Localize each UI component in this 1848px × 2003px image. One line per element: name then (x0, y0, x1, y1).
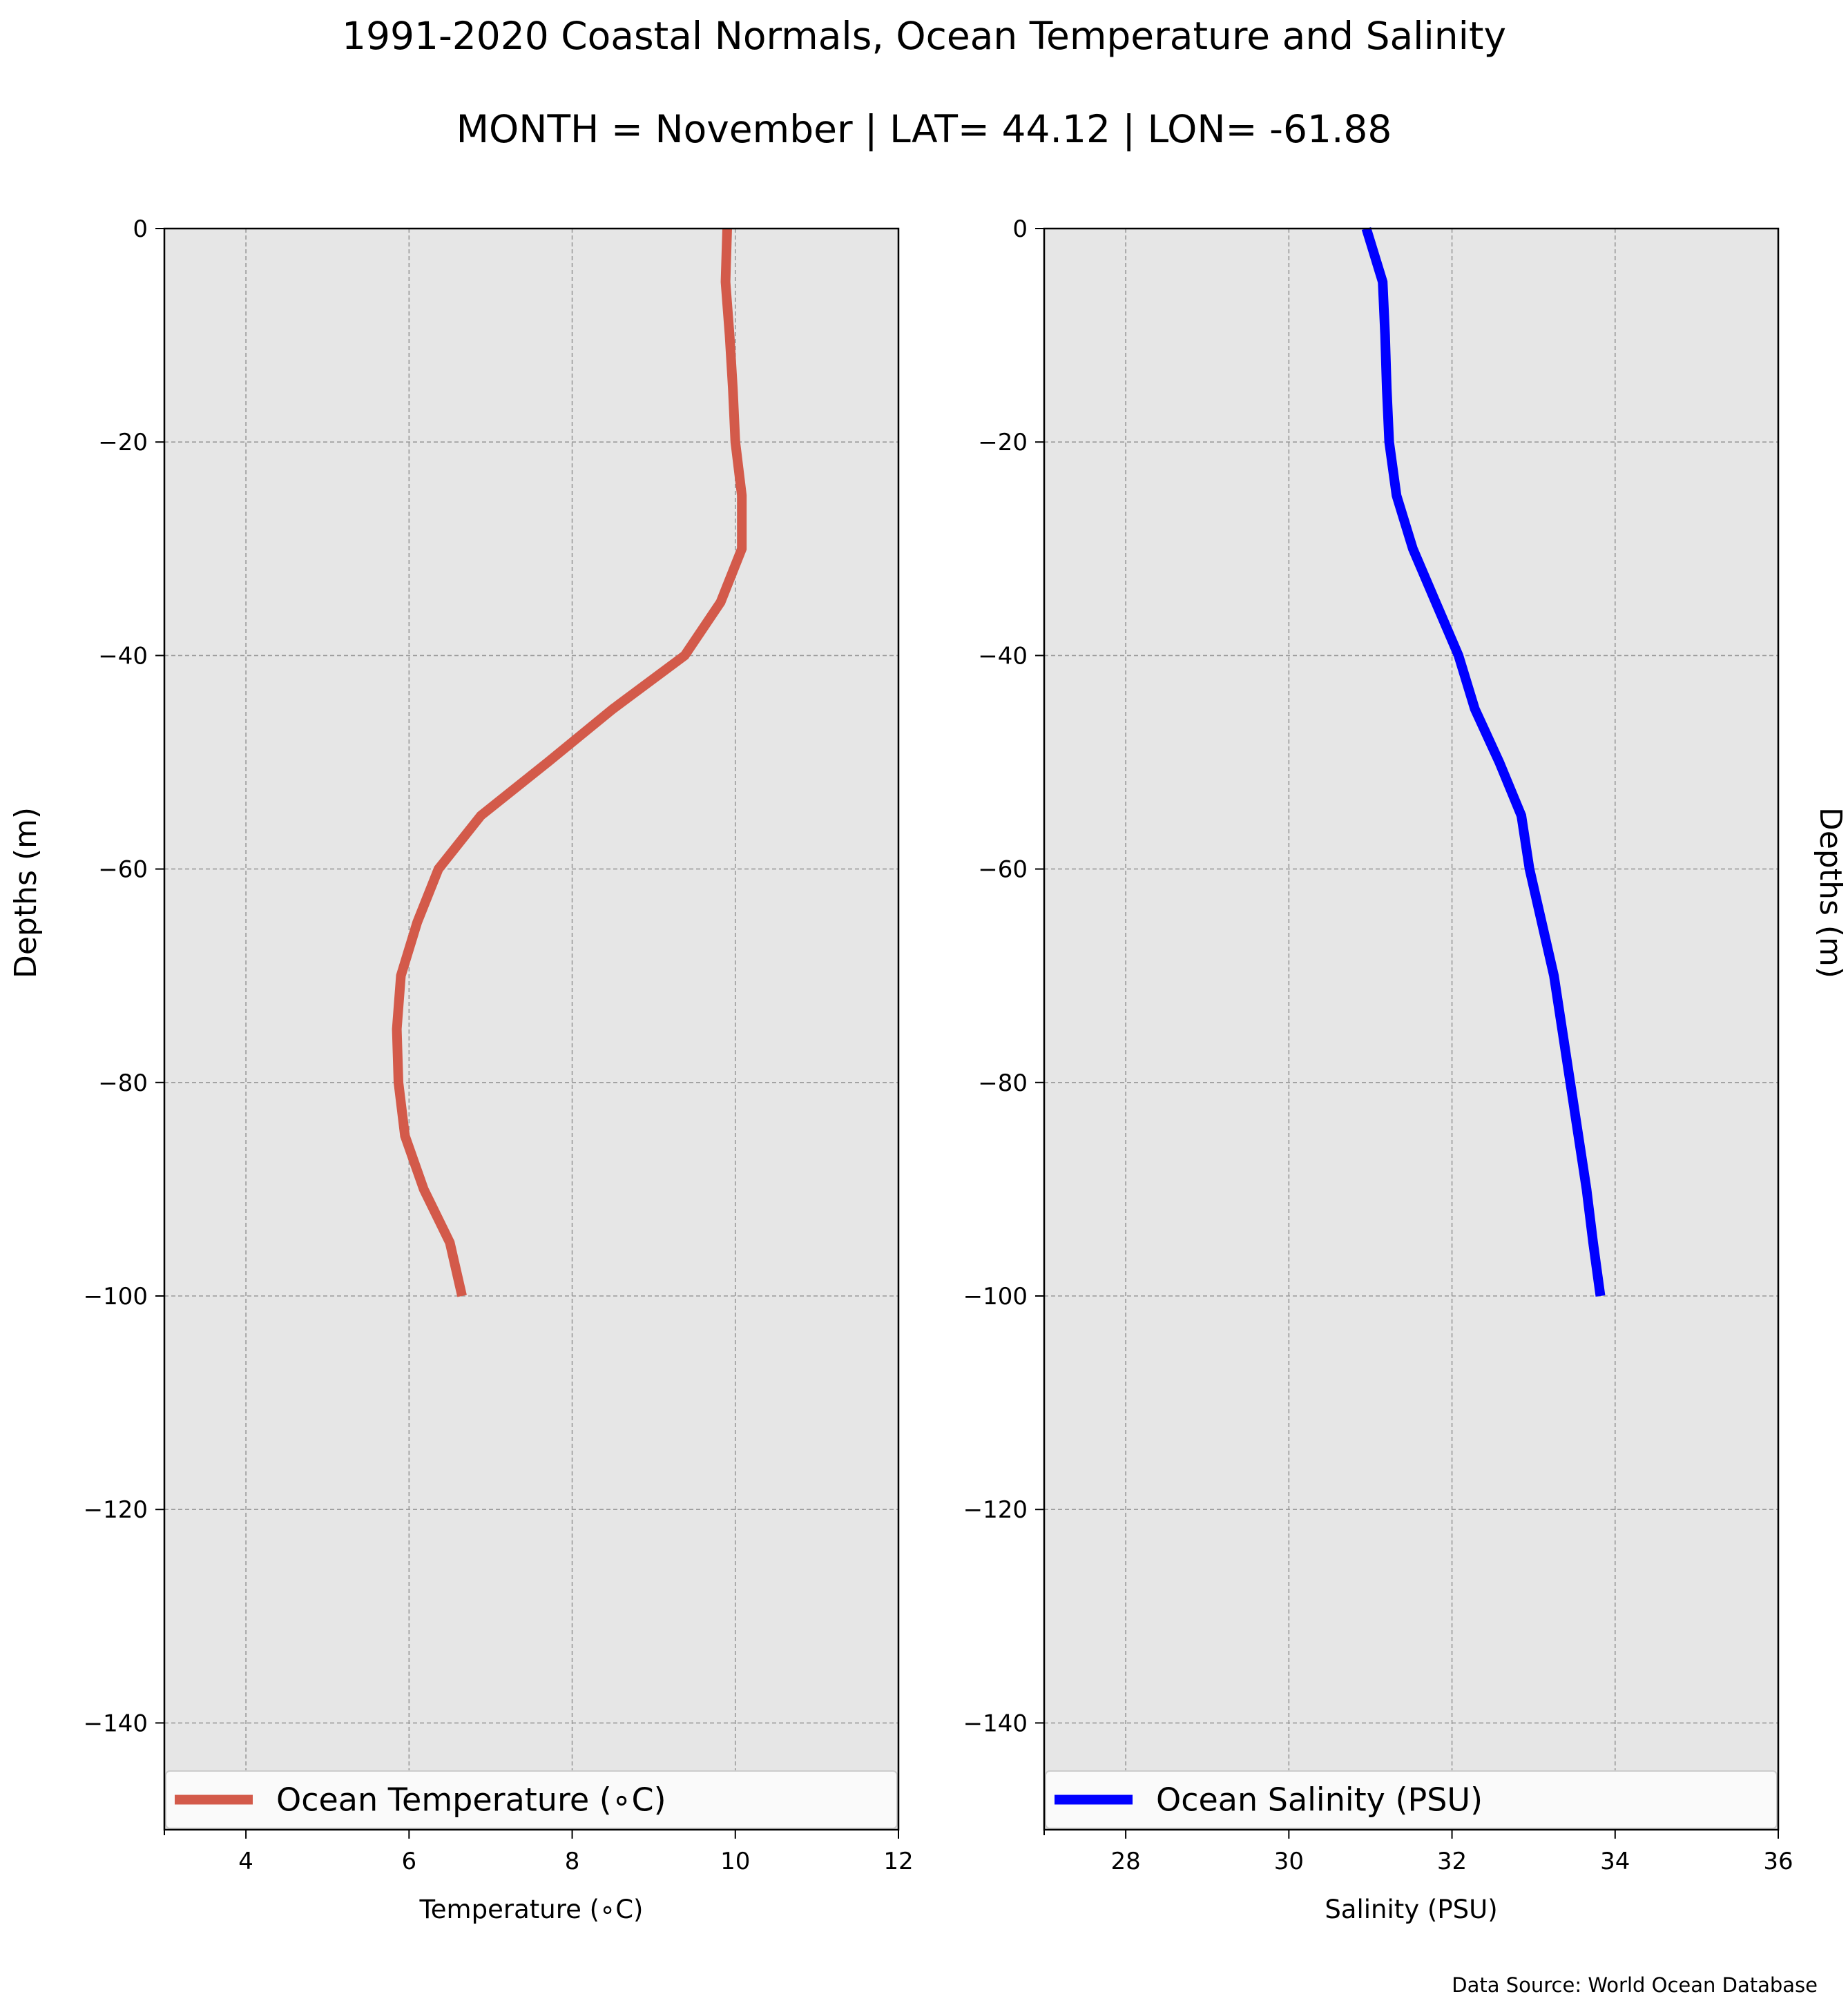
y-tick-label: −20 (98, 429, 148, 456)
legend: Ocean Salinity (PSU) (1045, 1770, 1778, 1829)
salinity-panel: Ocean Salinity (PSU) 28 30 32 34 36 0 −20 −40 −60… (963, 215, 1848, 1924)
y-tick-label: −140 (84, 1710, 148, 1737)
data-source-credit: Data Source: World Ocean Database (1452, 1973, 1818, 1997)
y-tick-label: −20 (978, 429, 1028, 456)
x-tick-label: 28 (1110, 1848, 1140, 1875)
legend-label: Ocean Salinity (PSU) (1156, 1781, 1483, 1819)
axes-frame (163, 227, 900, 1831)
y-tick-label: −120 (963, 1496, 1028, 1524)
series-line (392, 228, 747, 1297)
y-axis-label: Depths (m) (1813, 807, 1848, 978)
legend-box (165, 1770, 898, 1829)
x-tick-label: 4 (238, 1848, 253, 1875)
x-tick-label: 32 (1437, 1848, 1467, 1875)
axes-frame (1043, 227, 1780, 1831)
legend: Ocean Temperature (∘C) (165, 1770, 898, 1829)
y-tick-label: −60 (978, 856, 1028, 884)
legend-label: Ocean Temperature (∘C) (276, 1781, 666, 1819)
y-tick-label: −60 (98, 856, 148, 884)
plot-area (1044, 229, 1778, 1830)
y-tick-label: −140 (963, 1710, 1028, 1737)
y-tick-label: −80 (98, 1070, 148, 1097)
series-line (1361, 226, 1606, 1297)
x-tick-label: 34 (1600, 1848, 1630, 1875)
x-tick-label: 36 (1763, 1848, 1793, 1875)
temperature-panel: Ocean Temperature (∘C) 4 6 8 10 12 0 −20 −40 −60 −… (8, 215, 914, 1924)
chart-title: 1991-2020 Coastal Normals, Ocean Tempera… (341, 14, 1506, 58)
y-tick-label: 0 (1012, 215, 1028, 243)
legend-box (1045, 1770, 1778, 1829)
y-tick-label: −100 (84, 1283, 148, 1310)
x-tick-label: 12 (883, 1848, 913, 1875)
y-tick-label: −100 (963, 1283, 1028, 1310)
x-tick-label: 8 (565, 1848, 580, 1875)
chart-subtitle: MONTH = November | LAT= 44.12 | LON= -61… (456, 107, 1392, 151)
x-tick-label: 6 (402, 1848, 417, 1875)
plot-area (164, 229, 898, 1830)
y-tick-label: −80 (978, 1070, 1028, 1097)
x-tick-label: 10 (720, 1848, 750, 1875)
y-tick-label: −120 (84, 1496, 148, 1524)
x-tick-label: 30 (1274, 1848, 1304, 1875)
x-axis-label: Salinity (PSU) (1325, 1895, 1497, 1924)
y-tick-label: −40 (978, 642, 1028, 670)
y-axis-label: Depths (m) (8, 807, 44, 978)
y-tick-label: −40 (98, 642, 148, 670)
x-axis-label: Temperature (∘C) (418, 1895, 643, 1924)
y-tick-label: 0 (133, 215, 148, 243)
